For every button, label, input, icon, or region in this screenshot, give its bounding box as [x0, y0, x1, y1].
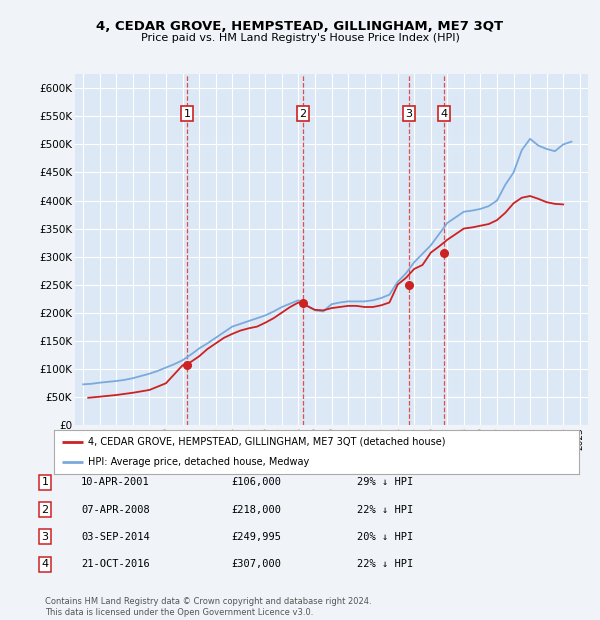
Text: 1: 1	[184, 108, 191, 118]
Text: 21-OCT-2016: 21-OCT-2016	[81, 559, 150, 569]
Text: 1: 1	[41, 477, 49, 487]
Text: Price paid vs. HM Land Registry's House Price Index (HPI): Price paid vs. HM Land Registry's House …	[140, 33, 460, 43]
Text: 22% ↓ HPI: 22% ↓ HPI	[357, 505, 413, 515]
Text: 4: 4	[440, 108, 448, 118]
Text: Contains HM Land Registry data © Crown copyright and database right 2024.
This d: Contains HM Land Registry data © Crown c…	[45, 598, 371, 617]
Text: 4: 4	[41, 559, 49, 569]
Text: 3: 3	[41, 532, 49, 542]
Text: 4, CEDAR GROVE, HEMPSTEAD, GILLINGHAM, ME7 3QT (detached house): 4, CEDAR GROVE, HEMPSTEAD, GILLINGHAM, M…	[88, 436, 446, 447]
Text: 3: 3	[405, 108, 412, 118]
Text: 2: 2	[41, 505, 49, 515]
Text: 2: 2	[299, 108, 307, 118]
Text: £218,000: £218,000	[231, 505, 281, 515]
Text: 22% ↓ HPI: 22% ↓ HPI	[357, 559, 413, 569]
Text: £106,000: £106,000	[231, 477, 281, 487]
Text: 20% ↓ HPI: 20% ↓ HPI	[357, 532, 413, 542]
Text: 29% ↓ HPI: 29% ↓ HPI	[357, 477, 413, 487]
Text: 4, CEDAR GROVE, HEMPSTEAD, GILLINGHAM, ME7 3QT: 4, CEDAR GROVE, HEMPSTEAD, GILLINGHAM, M…	[97, 20, 503, 33]
Text: 03-SEP-2014: 03-SEP-2014	[81, 532, 150, 542]
Text: £249,995: £249,995	[231, 532, 281, 542]
Text: 10-APR-2001: 10-APR-2001	[81, 477, 150, 487]
Text: £307,000: £307,000	[231, 559, 281, 569]
Text: 07-APR-2008: 07-APR-2008	[81, 505, 150, 515]
Text: HPI: Average price, detached house, Medway: HPI: Average price, detached house, Medw…	[88, 457, 310, 467]
